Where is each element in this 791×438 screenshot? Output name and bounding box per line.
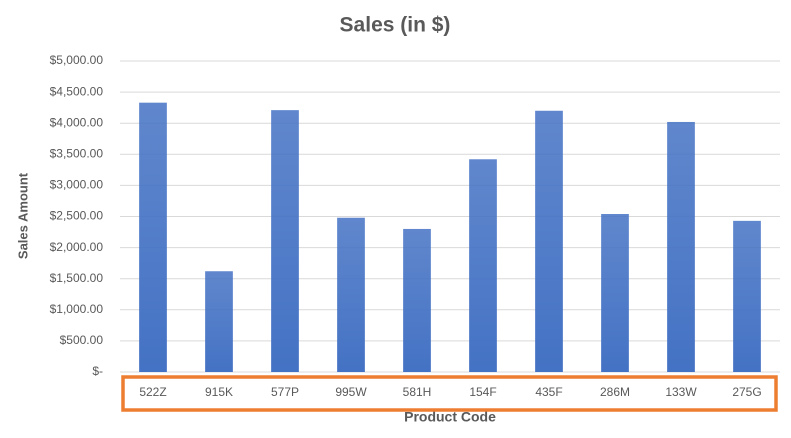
x-tick-label: 915K (205, 385, 233, 399)
bar (205, 271, 233, 372)
x-tick-label: 577P (271, 385, 299, 399)
bar (601, 214, 629, 372)
y-tick-label: $2,500.00 (50, 209, 104, 223)
y-tick-label: $4,000.00 (50, 115, 104, 129)
bar (139, 102, 167, 372)
x-axis-label: Product Code (404, 409, 496, 425)
x-tick-label: 154F (469, 385, 496, 399)
chart-title: Sales (in $) (340, 14, 451, 37)
y-tick-label: $3,500.00 (50, 146, 104, 160)
x-tick-label: 995W (335, 385, 367, 399)
bar (403, 228, 431, 372)
y-tick-label: $1,000.00 (50, 302, 104, 316)
x-tick-label: 133W (665, 385, 697, 399)
y-tick-label: $2,000.00 (50, 240, 104, 254)
y-tick-label: $500.00 (60, 333, 104, 347)
bar (733, 220, 761, 372)
y-axis-label: Sales Amount (15, 172, 30, 259)
bar (271, 110, 299, 372)
y-tick-label: $- (92, 364, 103, 378)
x-tick-label: 581H (403, 385, 432, 399)
y-tick-label: $5,000.00 (50, 53, 104, 67)
y-tick-label: $1,500.00 (50, 271, 104, 285)
y-tick-label: $3,000.00 (50, 178, 104, 192)
bar (535, 110, 563, 372)
x-tick-label: 435F (535, 385, 562, 399)
y-tick-label: $4,500.00 (50, 84, 104, 98)
x-tick-label: 522Z (139, 385, 166, 399)
x-tick-label: 275G (732, 385, 761, 399)
highlight-box (121, 375, 778, 412)
bar (469, 159, 497, 372)
bar (667, 121, 695, 373)
x-tick-label: 286M (600, 385, 630, 399)
bar (337, 217, 365, 372)
